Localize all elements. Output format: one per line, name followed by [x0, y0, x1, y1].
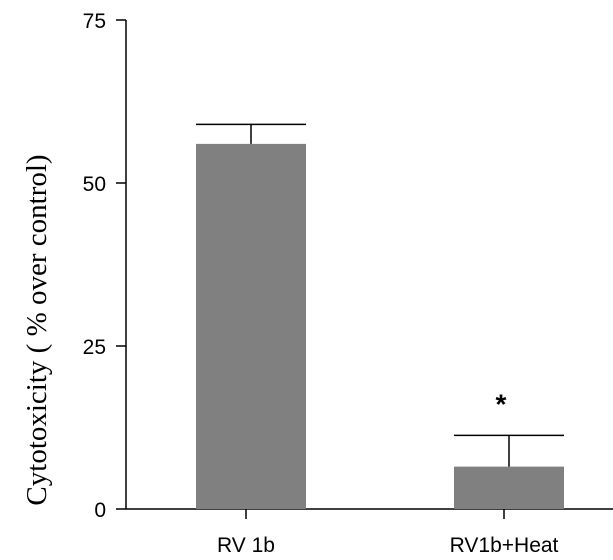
bars: *	[196, 123, 564, 509]
y-tick-label: 75	[83, 10, 106, 33]
x-tick-label: RV 1b	[217, 534, 275, 557]
significance-marker: *	[496, 388, 507, 419]
y-tick-label: 25	[83, 336, 106, 359]
bar	[454, 466, 564, 509]
y-ticks: 0 25 50 75	[83, 10, 126, 522]
bar	[196, 143, 306, 509]
x-ticks: RV 1b RV1b+Heat	[217, 509, 559, 557]
y-tick-label: 50	[83, 173, 106, 196]
y-axis-label: Cytotoxicity ( % over control)	[21, 154, 53, 505]
x-tick-label: RV1b+Heat	[450, 534, 559, 557]
y-tick-label: 0	[94, 499, 106, 522]
